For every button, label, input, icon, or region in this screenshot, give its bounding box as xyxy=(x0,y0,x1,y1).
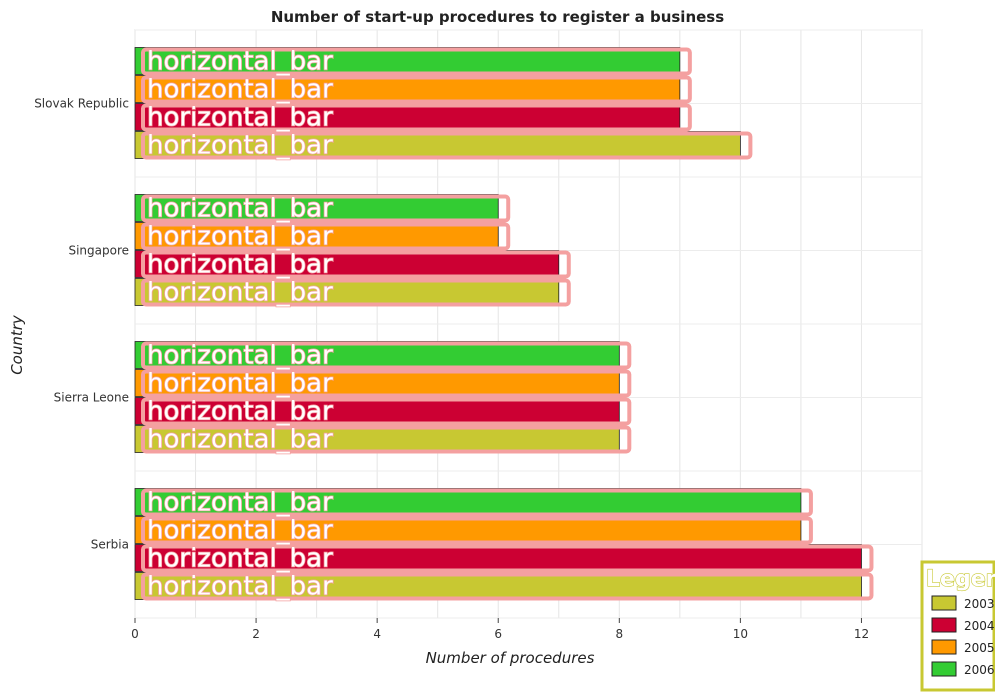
y-tick-label: Slovak Republic xyxy=(34,97,129,111)
legend: Legend 2003 2004 2005 2006 xyxy=(920,560,995,692)
bar-label-box xyxy=(141,250,571,279)
x-tick-label: 12 xyxy=(854,627,869,641)
bar-label-box xyxy=(141,75,692,104)
bar-label-box xyxy=(141,47,692,76)
bar-label: horizontal_bar xyxy=(147,341,333,371)
legend-swatch xyxy=(931,661,957,677)
bar-label-box xyxy=(141,194,511,223)
bar-label: horizontal_bar xyxy=(147,103,333,133)
bar xyxy=(134,131,741,159)
bar xyxy=(134,341,620,369)
bar-label-box xyxy=(141,278,571,307)
legend-label: 2004 xyxy=(964,619,995,633)
x-axis-label: Number of procedures xyxy=(426,649,595,667)
y-tick-label: Singapore xyxy=(68,244,129,258)
bar xyxy=(134,75,681,103)
bar-label-box xyxy=(141,397,632,426)
bar-label: horizontal_bar xyxy=(147,131,333,161)
x-tick-label: 0 xyxy=(131,627,139,641)
bar xyxy=(134,278,560,306)
bar-label-box xyxy=(141,369,632,398)
x-tick-label: 4 xyxy=(373,627,381,641)
legend-label: 2003 xyxy=(964,597,995,611)
legend-swatch xyxy=(931,617,957,633)
bar-label-box xyxy=(141,488,813,517)
y-tick-label: Serbia xyxy=(91,538,129,552)
legend-swatch xyxy=(931,639,957,655)
legend-swatch xyxy=(931,595,957,611)
legend-title: Legend xyxy=(926,567,995,592)
bar-label: horizontal_bar xyxy=(147,194,333,224)
bar-label: horizontal_bar xyxy=(147,47,333,77)
bar-label-box xyxy=(141,425,632,454)
bar-label: horizontal_bar xyxy=(147,75,333,105)
chart-title: Number of start-up procedures to registe… xyxy=(270,8,725,26)
x-axis: 0 2 4 6 8 10 12 xyxy=(131,618,869,641)
bar-label: horizontal_bar xyxy=(147,222,333,252)
bar xyxy=(134,425,620,453)
bar-label: horizontal_bar xyxy=(147,369,333,399)
y-tick-label: Sierra Leone xyxy=(54,391,129,405)
legend-label: 2005 xyxy=(964,641,995,655)
bar-label-box xyxy=(141,516,813,545)
y-axis-label: Country xyxy=(8,314,26,375)
x-tick-label: 8 xyxy=(615,627,623,641)
bar xyxy=(134,572,862,600)
bar-label: horizontal_bar xyxy=(147,397,333,427)
bar xyxy=(134,47,681,75)
bar-label: horizontal_bar xyxy=(147,250,333,280)
bar-label: horizontal_bar xyxy=(147,516,333,546)
bar-label-box xyxy=(141,341,632,370)
bar-label: horizontal_bar xyxy=(147,425,333,455)
x-tick-label: 10 xyxy=(733,627,748,641)
bar xyxy=(134,103,681,131)
y-axis: Serbia Sierra Leone Singapore Slovak Republ… xyxy=(34,97,129,552)
x-tick-label: 6 xyxy=(494,627,502,641)
bar-label-box xyxy=(141,103,692,132)
legend-label: 2006 xyxy=(964,663,995,677)
bar-label-box xyxy=(141,222,511,251)
bar-label: horizontal_bar xyxy=(147,572,333,602)
bar-label: horizontal_bar xyxy=(147,544,333,574)
bar xyxy=(134,397,620,425)
bars: horizontal_barhorizontal_barhorizontal_b… xyxy=(134,46,874,602)
bar-label-box xyxy=(141,572,874,601)
bar-label-box xyxy=(141,544,874,573)
bar-label-box xyxy=(141,131,753,160)
bar-label: horizontal_bar xyxy=(147,278,333,308)
bar-label: horizontal_bar xyxy=(147,488,333,518)
x-tick-label: 2 xyxy=(252,627,260,641)
